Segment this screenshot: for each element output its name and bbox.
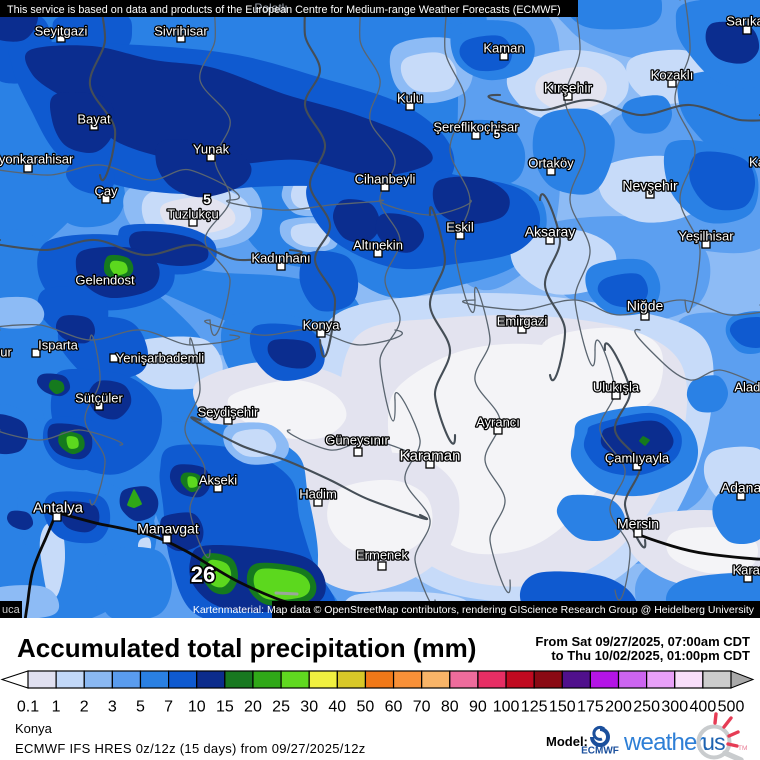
svg-text:Karat: Karat — [732, 563, 760, 578]
svg-text:Bayat: Bayat — [77, 112, 111, 127]
svg-text:5: 5 — [494, 127, 501, 141]
svg-text:Manavgat: Manavgat — [137, 521, 199, 537]
svg-text:500: 500 — [718, 699, 745, 716]
svg-text:Şereflikoçhisar: Şereflikoçhisar — [433, 120, 519, 135]
svg-text:26: 26 — [191, 562, 215, 587]
svg-text:Antalya: Antalya — [33, 500, 84, 517]
svg-text:Tuzlukçu: Tuzlukçu — [167, 207, 219, 222]
svg-text:Yunak: Yunak — [193, 142, 230, 157]
svg-text:Alada: Alada — [734, 380, 760, 395]
svg-text:Cihanbeyli: Cihanbeyli — [355, 172, 416, 187]
svg-text:Isparta: Isparta — [38, 338, 79, 353]
svg-text:Altınekin: Altınekin — [353, 238, 403, 253]
svg-text:ur: ur — [0, 345, 12, 360]
svg-text:Seyitgazi: Seyitgazi — [35, 24, 88, 39]
svg-text:Çay: Çay — [94, 184, 118, 199]
svg-text:Afyonkarahisar: Afyonkarahisar — [0, 152, 74, 167]
svg-text:Yenişarbademli: Yenişarbademli — [116, 351, 205, 366]
svg-text:20: 20 — [244, 699, 262, 716]
svg-text:125: 125 — [521, 699, 548, 716]
svg-text:Akseki: Akseki — [199, 473, 237, 488]
svg-text:100: 100 — [493, 699, 520, 716]
svg-text:150: 150 — [549, 699, 576, 716]
svg-text:us: us — [702, 729, 725, 755]
svg-text:5: 5 — [203, 191, 211, 207]
svg-text:Niğde: Niğde — [627, 298, 664, 314]
svg-text:Kadınhanı: Kadınhanı — [251, 251, 310, 266]
svg-text:10: 10 — [188, 699, 206, 716]
svg-text:70: 70 — [413, 699, 431, 716]
svg-text:uca: uca — [2, 604, 21, 616]
svg-text:Kaman: Kaman — [483, 41, 524, 56]
svg-text:Çamlıyayla: Çamlıyayla — [605, 451, 670, 466]
svg-text:Kartenmaterial: Map data © Ope: Kartenmaterial: Map data © OpenStreetMap… — [193, 604, 755, 616]
svg-text:Mersin: Mersin — [617, 516, 659, 532]
svg-text:175: 175 — [577, 699, 604, 716]
svg-text:80: 80 — [441, 699, 459, 716]
svg-text:250: 250 — [633, 699, 660, 716]
svg-text:40: 40 — [328, 699, 346, 716]
svg-text:Polatlı: Polatlı — [254, 1, 287, 15]
svg-text:90: 90 — [469, 699, 487, 716]
svg-text:Sütçüler: Sütçüler — [75, 391, 123, 406]
svg-text:3: 3 — [108, 699, 117, 716]
svg-text:300: 300 — [661, 699, 688, 716]
svg-text:Aksaray: Aksaray — [525, 224, 576, 240]
svg-text:2: 2 — [80, 699, 89, 716]
svg-text:ECMWF: ECMWF — [581, 746, 619, 757]
svg-text:TM: TM — [738, 745, 747, 752]
svg-text:Nevşehir: Nevşehir — [622, 178, 678, 194]
svg-text:Emirgazi: Emirgazi — [497, 314, 548, 329]
svg-text:Ayrancı: Ayrancı — [476, 415, 520, 430]
svg-text:Sivrihisar: Sivrihisar — [154, 24, 208, 39]
svg-text:30: 30 — [300, 699, 318, 716]
svg-text:50: 50 — [357, 699, 375, 716]
svg-text:Ulukışla: Ulukışla — [593, 380, 640, 395]
svg-text:Kulu: Kulu — [397, 91, 423, 106]
svg-text:Eskil: Eskil — [446, 220, 474, 235]
svg-text:Ka: Ka — [749, 155, 760, 170]
svg-text:60: 60 — [385, 699, 403, 716]
svg-text:400: 400 — [690, 699, 717, 716]
svg-text:Gelendost: Gelendost — [75, 273, 135, 288]
svg-text:25: 25 — [272, 699, 290, 716]
svg-text:1: 1 — [52, 699, 61, 716]
svg-text:Yeşilhisar: Yeşilhisar — [678, 229, 734, 244]
svg-text:This service is based on data: This service is based on data and produc… — [7, 4, 561, 16]
svg-text:Hadim: Hadim — [299, 487, 337, 502]
svg-text:Ortaköy: Ortaköy — [528, 156, 574, 171]
svg-text:Kırşehir: Kırşehir — [544, 80, 593, 96]
svg-text:Adana: Adana — [721, 480, 760, 496]
svg-text:Karaman: Karaman — [400, 448, 461, 465]
svg-text:weather.: weather. — [623, 729, 708, 756]
svg-text:200: 200 — [605, 699, 632, 716]
svg-text:0.1: 0.1 — [17, 699, 39, 716]
svg-text:Güneysınır: Güneysınır — [325, 433, 389, 448]
svg-text:Seydişehir: Seydişehir — [198, 405, 259, 420]
svg-text:Sarıka: Sarıka — [726, 14, 760, 29]
svg-text:Kozaklı: Kozaklı — [651, 68, 694, 83]
svg-text:7: 7 — [164, 699, 173, 716]
svg-text:Ermenek: Ermenek — [356, 548, 409, 563]
svg-text:15: 15 — [216, 699, 234, 716]
svg-text:5: 5 — [136, 699, 145, 716]
svg-text:Konya: Konya — [303, 318, 341, 333]
